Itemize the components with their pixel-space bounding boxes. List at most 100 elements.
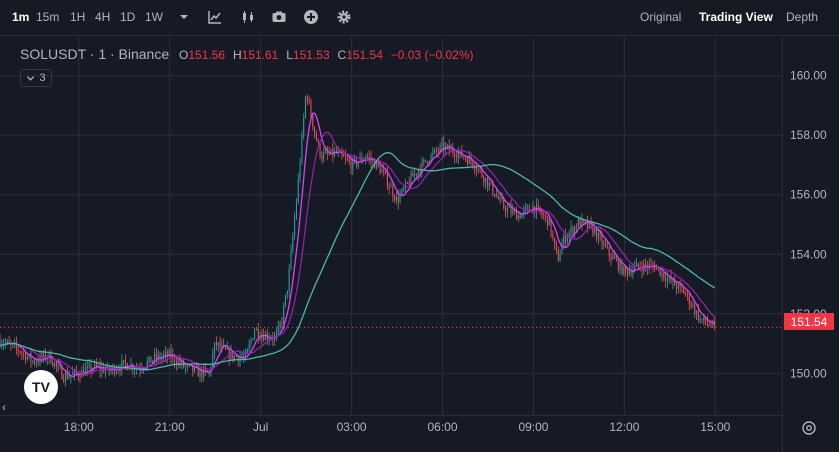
candle-body [425,159,427,162]
candle-body [708,324,710,326]
candle-body [408,182,410,185]
candle-body [226,348,228,350]
candle-body [712,321,714,327]
candle-body [688,294,690,305]
candle-body [430,154,432,162]
candle-body [601,235,603,245]
gear-icon[interactable] [336,9,352,25]
ma-mid-line [0,131,716,375]
high-label: H [232,48,242,62]
timeframe-15m[interactable]: 15m [36,10,60,24]
view-depth[interactable]: Depth [786,10,819,24]
candle-body [215,342,217,346]
candle-body [285,294,287,306]
candle-body [616,258,618,261]
candle-body [168,350,170,357]
candle-body [124,359,126,364]
indicators-icon[interactable] [207,9,223,25]
candle-body [281,322,283,324]
candle-body [399,194,401,203]
x-tick-label: Jul [253,420,268,434]
candle-body [55,362,57,366]
indicators-toggle[interactable]: 3 [20,69,52,87]
candle-body [221,344,223,348]
candle-body [685,293,687,295]
candle-body [697,310,699,321]
candle-body [681,286,683,289]
candle-body [106,365,108,370]
candle-body [659,268,661,276]
view-original[interactable]: Original [640,10,682,24]
candle-body [610,255,612,260]
timeframe-1d[interactable]: 1D [120,10,136,24]
candle-body [19,350,21,353]
y-tick-label: 154.00 [790,247,827,261]
candle-body [525,207,527,210]
candle-body [563,235,565,245]
timeframe-1m[interactable]: 1m [12,10,30,24]
view-trading-view[interactable]: Trading View [699,10,773,24]
candle-body [94,363,96,369]
timeframe-1w[interactable]: 1W [145,10,163,24]
x-tick-label: 09:00 [518,420,548,434]
candle-body [508,206,510,208]
candle-body [214,342,216,355]
candle-body [706,322,708,325]
candle-body [663,272,665,279]
candle-body [277,325,279,333]
candle-body [566,237,568,243]
candle-body [641,267,643,272]
candle-type-icon[interactable] [240,9,256,25]
candle-body [174,355,176,363]
candle-body [383,169,385,172]
candle-body [123,359,125,362]
candle-body [148,356,150,362]
timeframe-4h[interactable]: 4H [95,10,111,24]
chevron-down-icon[interactable] [176,9,192,25]
low-value: 151.53 [292,48,330,62]
candle-body [292,235,294,251]
candle-body [184,366,186,368]
candle-body [588,222,590,228]
chart-settings-icon[interactable] [801,420,817,436]
timeframe-1h[interactable]: 1H [70,10,86,24]
candle-body [217,342,219,346]
candle-body [179,360,181,365]
candle-body [554,237,556,244]
candle-body [345,156,347,159]
candle-body [248,344,250,350]
candle-body [63,378,65,382]
candle-body [699,318,701,321]
candle-body [199,370,201,377]
candle-body [368,156,370,158]
camera-icon[interactable] [271,9,287,25]
candle-body [432,152,434,155]
candle-body [656,267,658,270]
candle-body [515,210,517,220]
candle-body [359,157,361,162]
candle-body [72,373,74,375]
candle-body [170,350,172,359]
candle-body [586,221,588,228]
candle-body [181,361,183,365]
add-icon[interactable] [303,9,319,25]
candle-body [674,279,676,286]
candle-body [592,224,594,234]
candle-body [394,196,396,201]
candle-body [146,361,148,368]
legend: SOLUSDT · 1 · Binance O151.56 H151.61 L1… [20,46,474,62]
candle-body [503,200,505,209]
x-tick-label: 12:00 [609,420,639,434]
price-chart[interactable]: 160.00158.00156.00154.00152.00150.0018:0… [0,37,839,452]
candle-body [164,352,166,355]
candle-body [606,246,608,248]
candle-body [8,340,10,343]
candle-body [621,262,623,275]
candle-body [252,338,254,341]
candle-body [475,169,477,171]
candle-body [446,144,448,147]
scroll-left-icon[interactable]: ‹ [2,400,6,414]
candle-body [186,364,188,367]
open-value: 151.56 [188,48,226,62]
candle-body [410,173,412,185]
